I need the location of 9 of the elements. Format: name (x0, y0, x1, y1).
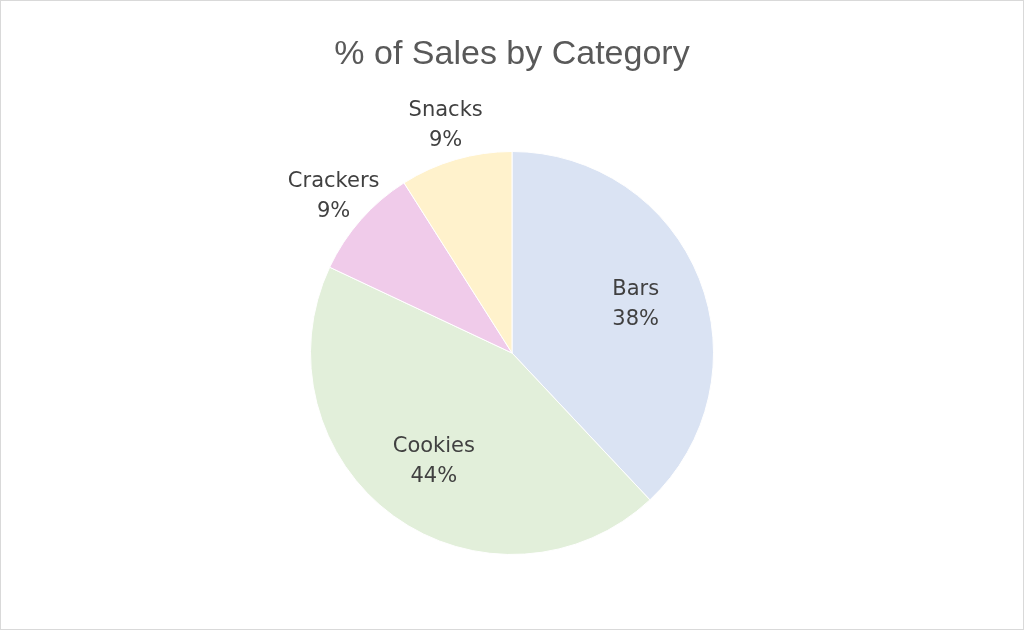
slice-label: Snacks (408, 97, 483, 122)
slice-label: Cookies (392, 433, 475, 458)
data-label: 44% (410, 463, 458, 488)
data-label: 9% (429, 127, 463, 152)
chart-title: % of Sales by Category (334, 33, 690, 72)
data-label: 9% (316, 198, 351, 223)
slice-label: Bars (612, 276, 660, 301)
data-label: 38% (612, 306, 659, 331)
slice-label: Crackers (287, 168, 380, 193)
